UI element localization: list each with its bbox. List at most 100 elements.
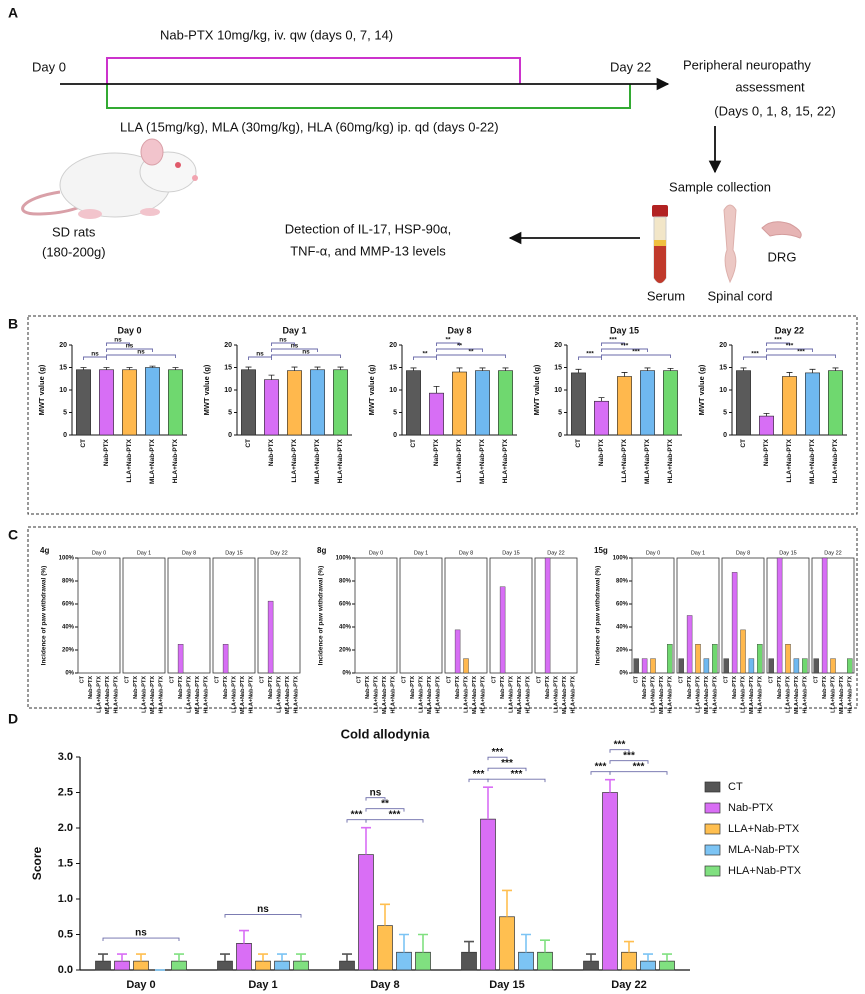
bar (358, 854, 374, 971)
x-tick-label: MLA+Nab-PTX (659, 676, 665, 714)
subpanel-title: Day 15 (502, 550, 519, 556)
bar (617, 376, 632, 436)
x-tick-label: LLA+Nab-PTX (740, 676, 746, 713)
error-bar (540, 939, 550, 953)
legend-label: MLA-Nab-PTX (728, 844, 800, 856)
subpanel-frame (534, 557, 578, 674)
x-tick-label: HLA+Nab-PTX (667, 438, 674, 483)
error-bar (80, 367, 87, 370)
significance-bracket (766, 342, 790, 346)
significance-bracket (365, 819, 424, 823)
bar (264, 379, 279, 436)
legend-label: LLA+Nab-PTX (728, 823, 800, 835)
significance-bracket (271, 348, 318, 352)
x-tick-label: HLA+Nab-PTX (802, 676, 808, 714)
x-tick-label: CT (215, 675, 221, 683)
y-tick-label: 5 (228, 409, 232, 416)
bar (736, 370, 751, 436)
error-bar (258, 953, 268, 962)
bar (748, 658, 755, 674)
error-bar (809, 368, 816, 373)
y-axis-label: Incidence of paw withdrawal (%) (318, 566, 325, 666)
x-tick-label: Day 1 (248, 979, 277, 991)
x-tick-label: HLA+Nab-PTX (248, 676, 254, 714)
chart-title: Day 1 (282, 325, 306, 335)
x-tick-label: CT (125, 675, 131, 683)
significance-label: ns (137, 348, 145, 355)
significance-label: *** (351, 809, 363, 820)
x-tick-label: HLA+Nab-PTX (435, 676, 441, 714)
x-tick-label: LLA+Nab-PTX (186, 676, 192, 713)
y-tick-label: 60% (339, 602, 352, 608)
bar (310, 369, 325, 436)
bar (640, 370, 655, 436)
bar (396, 951, 412, 971)
x-tick-label: Nab-PTX (268, 676, 274, 699)
error-bar (433, 386, 440, 394)
nab-bracket (106, 57, 521, 84)
x-tick-label: HLA+Nab-PTX (113, 676, 119, 714)
error-bar (575, 368, 582, 373)
subpanel-frame (77, 557, 121, 674)
bar (287, 370, 302, 436)
x-tick-label: CT (724, 675, 730, 683)
group-label: 4g (40, 546, 49, 555)
bar (114, 960, 130, 971)
x-tick-label: Day 0 (126, 979, 155, 991)
error-bar (667, 368, 674, 371)
bar (813, 658, 819, 674)
x-tick-label: CT (80, 675, 86, 683)
subpanel-frame (122, 557, 166, 674)
x-tick-label: Nab-PTX (598, 438, 605, 466)
x-tick-label: MLA+Nab-PTX (149, 438, 156, 484)
x-tick-label: LLA+Nab-PTX (830, 676, 836, 713)
legend-swatch (704, 802, 721, 814)
y-axis-label: Score (30, 847, 44, 881)
spinal-cord (723, 204, 737, 284)
error-bar (502, 889, 512, 917)
x-tick-label: Nab-PTX (455, 676, 461, 699)
x-tick-label: CT (447, 675, 453, 683)
y-tick-label: 0 (558, 432, 562, 439)
bar (99, 369, 114, 436)
y-tick-label: 0.0 (58, 964, 73, 976)
x-tick-label: LLA+Nab-PTX (231, 676, 237, 713)
x-tick-label: LLA+Nab-PTX (695, 676, 701, 713)
rat-text: (180-200g) (42, 244, 106, 259)
bar (267, 600, 274, 674)
subpanel-title: Day 15 (779, 550, 796, 556)
assessment-text: Peripheral neuropathy (683, 57, 811, 72)
x-tick-label: LLA+Nab-PTX (785, 676, 791, 713)
panel-label: C (8, 527, 18, 543)
significance-bracket (487, 767, 527, 772)
significance-bracket (601, 342, 625, 346)
sample-label: DRG (768, 249, 797, 264)
bar (740, 629, 746, 674)
y-tick-label: 0.5 (58, 928, 73, 940)
x-tick-label: CT (260, 675, 266, 683)
bar (95, 960, 111, 971)
significance-bracket (106, 342, 130, 346)
bar (217, 960, 233, 971)
subpanel-title: Day 0 (369, 550, 383, 556)
x-tick-label: MLA+Nab-PTX (562, 676, 568, 714)
error-bar (172, 367, 179, 370)
error-bar (268, 374, 275, 380)
x-tick-label: LLA+Nab-PTX (276, 676, 282, 713)
subpanel-frame (444, 557, 488, 674)
rat-illustration (21, 138, 198, 219)
significance-label: *** (751, 350, 759, 357)
error-bar (399, 933, 409, 953)
y-tick-label: 20% (616, 648, 629, 654)
y-tick-label: 1.5 (58, 857, 73, 869)
x-tick-label: Nab-PTX (822, 676, 828, 699)
bar (241, 369, 256, 436)
bar (463, 658, 469, 674)
y-tick-label: 80% (339, 579, 352, 585)
legend-swatch (704, 844, 721, 856)
y-tick-label: 20 (719, 342, 727, 349)
bar (544, 557, 551, 674)
bar (678, 658, 684, 674)
significance-label: *** (389, 809, 401, 820)
x-tick-label: LLA+Nab-PTX (786, 438, 793, 482)
